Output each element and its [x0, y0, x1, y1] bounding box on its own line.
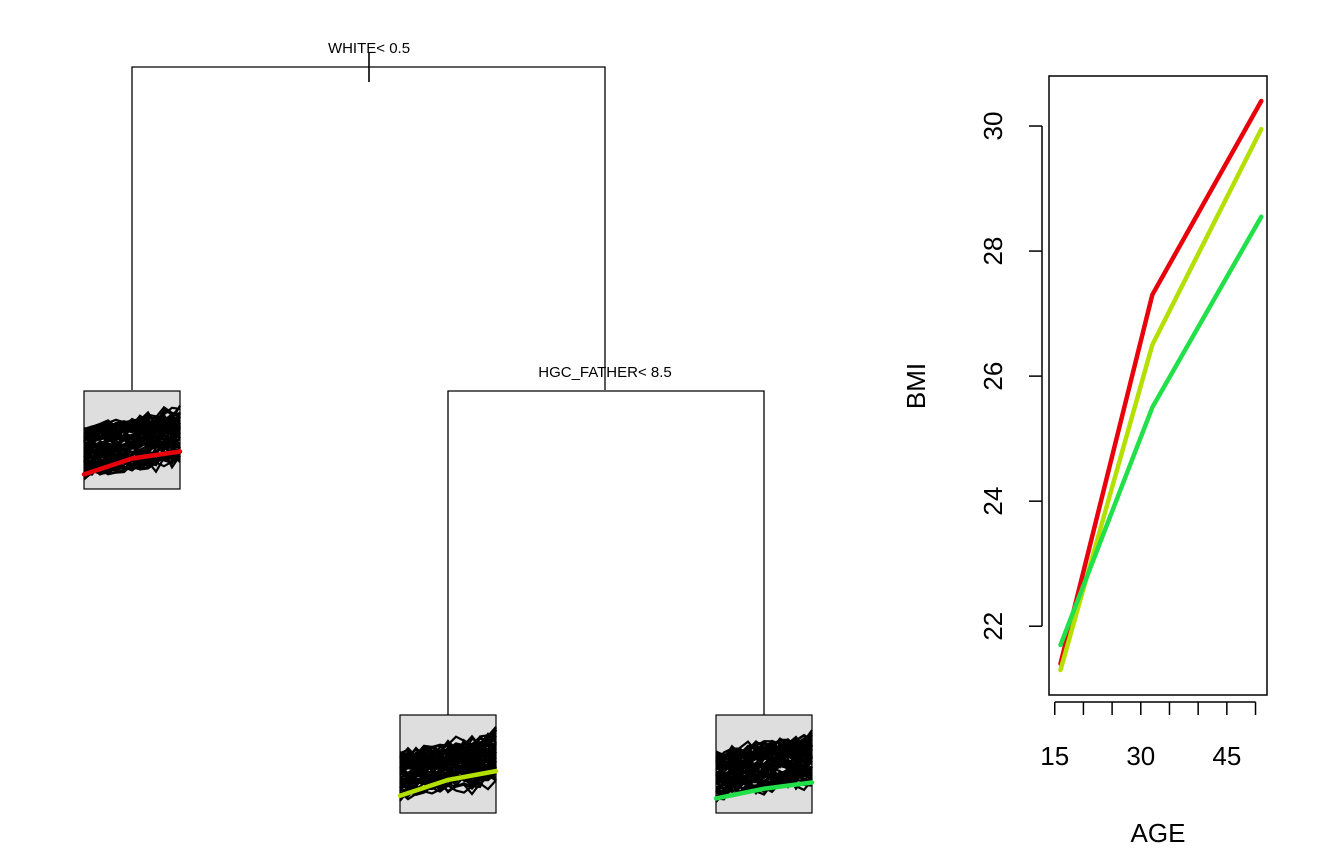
tree-branch-root: [131, 66, 606, 390]
tree-branch-second: [447, 390, 765, 715]
leaf-node-2: [397, 714, 499, 814]
trajectory-line: [399, 769, 497, 801]
series-line-3: [1058, 214, 1264, 648]
trajectory-line: [715, 749, 813, 771]
series-line-1: [1058, 98, 1264, 666]
trajectory-line: [715, 737, 813, 763]
series-line-2: [1058, 126, 1264, 673]
trajectory-line: [399, 761, 497, 785]
x-tick-label: 15: [1040, 741, 1069, 771]
split-label-second: HGC_FATHER< 8.5: [538, 364, 672, 381]
leaf-mean-curve: [397, 768, 499, 799]
plot-frame: [1048, 75, 1268, 696]
trajectory-line: [399, 738, 497, 760]
leaf-node-3: [713, 714, 815, 814]
trajectory-line: [715, 758, 813, 787]
leaf-trajectories: [715, 729, 814, 803]
trajectory-line: [715, 734, 813, 759]
trajectory-line: [715, 771, 813, 793]
trajectory-line: [399, 741, 497, 767]
y-tick-label: 28: [978, 237, 1008, 266]
trajectory-line: [715, 755, 813, 784]
y-tick-label: 26: [978, 362, 1008, 391]
leaf-trajectories: [83, 405, 181, 481]
trajectory-line: [715, 753, 813, 782]
series-layer: [1058, 98, 1264, 673]
y-axis: 22 24 26 28 30: [978, 112, 1043, 641]
trajectory-line: [399, 741, 497, 767]
trajectory-line: [399, 759, 497, 779]
trajectory-line: [83, 434, 181, 458]
split-label-root: WHITE< 0.5: [328, 40, 410, 57]
leaf-mean-curve: [81, 449, 183, 477]
bmi-line-chart: 15 30 45 22 24 26 28 30 AGE BMI: [901, 75, 1268, 848]
y-tick-label: 30: [978, 112, 1008, 141]
trajectory-line: [715, 729, 813, 761]
trajectory-line: [83, 420, 181, 442]
y-axis-title: BMI: [901, 363, 931, 409]
leaf-mean-curve: [713, 780, 815, 801]
leaf-node-1: [81, 390, 183, 490]
x-tick-label: 45: [1212, 741, 1241, 771]
y-tick-label: 22: [978, 612, 1008, 641]
regression-tree: WHITE< 0.5 HGC_FATHER< 8.5: [81, 40, 815, 814]
x-tick-label: 30: [1126, 741, 1155, 771]
trajectory-line: [84, 423, 181, 447]
x-axis-title: AGE: [1131, 818, 1186, 848]
y-tick-label: 24: [978, 487, 1008, 516]
trajectory-line: [399, 776, 497, 798]
x-axis: 15 30 45: [1040, 701, 1257, 771]
trajectory-line: [83, 417, 181, 438]
